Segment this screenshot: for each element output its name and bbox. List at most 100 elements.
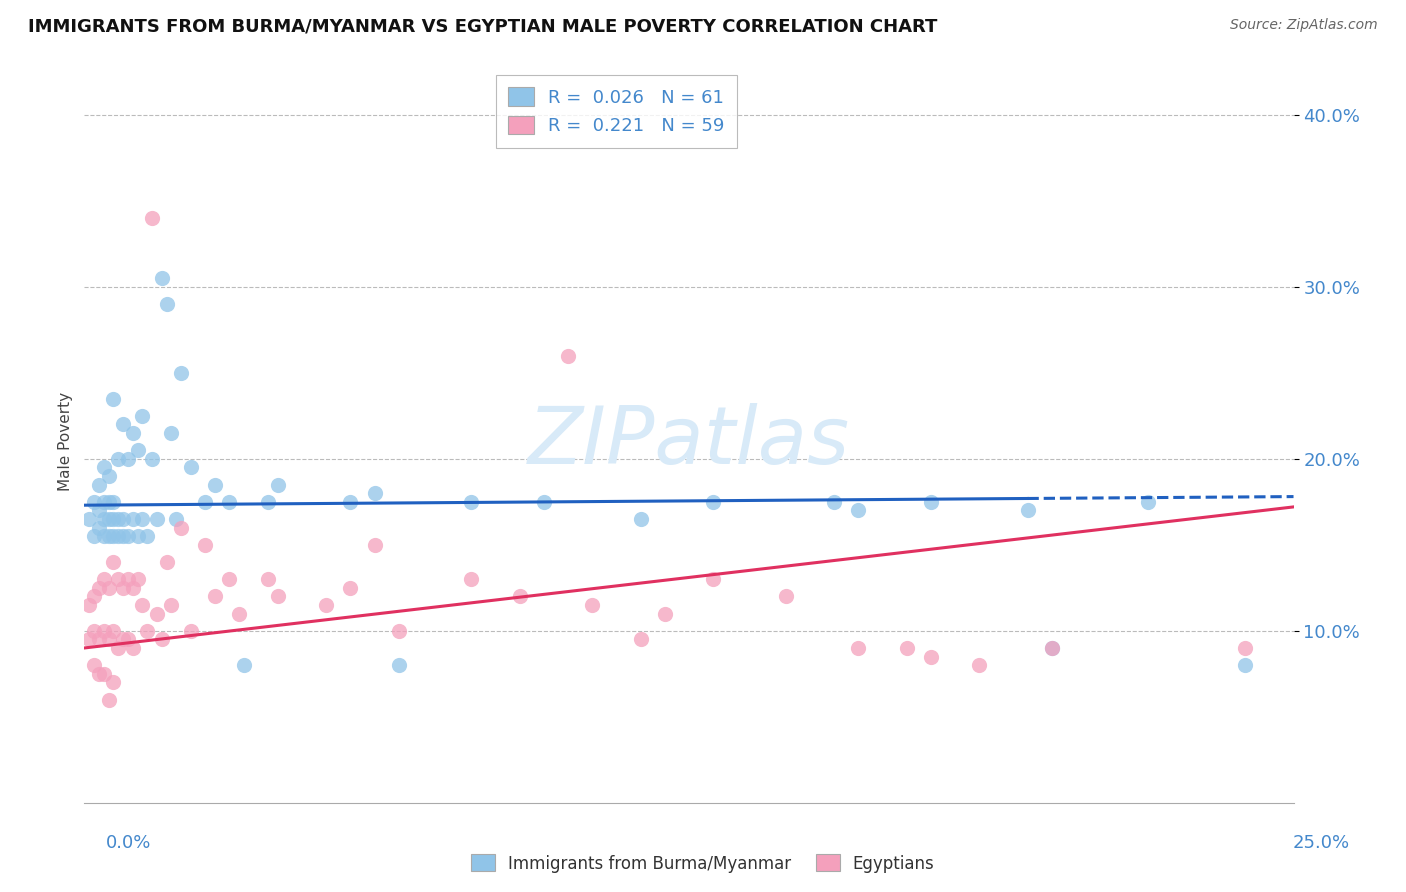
Point <box>218 572 240 586</box>
Point <box>77 598 100 612</box>
Point <box>97 529 120 543</box>
Point <box>107 451 129 466</box>
Text: IMMIGRANTS FROM BURMA/MYANMAR VS EGYPTIAN MALE POVERTY CORRELATION CHART: IMMIGRANTS FROM BURMA/MYANMAR VS EGYPTIA… <box>28 18 938 36</box>
Text: ZIPatlas: ZIPatlas <box>527 402 851 481</box>
Point <box>97 494 120 508</box>
Point <box>388 624 411 638</box>
Point <box>141 211 163 225</box>
Point <box>460 572 482 586</box>
Point <box>846 503 869 517</box>
Point <box>97 581 120 595</box>
Legend: R =  0.026   N = 61, R =  0.221   N = 59: R = 0.026 N = 61, R = 0.221 N = 59 <box>496 75 737 148</box>
Point <box>103 675 125 690</box>
Text: 0.0%: 0.0% <box>105 834 150 852</box>
Point <box>146 607 169 621</box>
Point <box>117 529 139 543</box>
Point <box>339 494 361 508</box>
Point <box>160 425 183 440</box>
Point <box>117 572 139 586</box>
Point <box>87 632 110 647</box>
Point <box>83 529 105 543</box>
Point <box>136 624 159 638</box>
Point <box>557 349 579 363</box>
Point <box>1040 640 1063 655</box>
Point <box>93 624 115 638</box>
Point <box>823 494 845 508</box>
Point <box>107 572 129 586</box>
Point <box>112 512 135 526</box>
Point <box>127 572 149 586</box>
Point <box>460 494 482 508</box>
Point <box>107 640 129 655</box>
Point <box>93 572 115 586</box>
Point <box>920 494 942 508</box>
Point <box>267 477 290 491</box>
Point <box>165 512 187 526</box>
Y-axis label: Male Poverty: Male Poverty <box>58 392 73 491</box>
Point <box>150 271 173 285</box>
Point <box>146 512 169 526</box>
Point <box>150 632 173 647</box>
Point <box>127 529 149 543</box>
Point <box>103 512 125 526</box>
Point <box>702 572 724 586</box>
Point <box>103 494 125 508</box>
Point <box>121 640 143 655</box>
Point <box>121 512 143 526</box>
Point <box>77 632 100 647</box>
Point <box>155 297 177 311</box>
Point <box>131 409 153 423</box>
Point <box>363 538 385 552</box>
Point <box>107 529 129 543</box>
Point <box>315 598 337 612</box>
Point <box>103 555 125 569</box>
Point <box>83 494 105 508</box>
Point <box>112 581 135 595</box>
Text: Source: ZipAtlas.com: Source: ZipAtlas.com <box>1230 18 1378 32</box>
Point <box>83 624 105 638</box>
Point <box>117 451 139 466</box>
Point <box>83 658 105 673</box>
Point <box>204 590 226 604</box>
Point <box>654 607 676 621</box>
Point <box>155 555 177 569</box>
Point <box>218 494 240 508</box>
Point <box>93 494 115 508</box>
Point <box>846 640 869 655</box>
Point <box>97 632 120 647</box>
Point <box>363 486 385 500</box>
Point <box>112 632 135 647</box>
Point <box>267 590 290 604</box>
Point <box>93 512 115 526</box>
Point <box>533 494 555 508</box>
Point <box>117 632 139 647</box>
Point <box>920 649 942 664</box>
Point <box>1234 640 1257 655</box>
Point <box>170 366 193 380</box>
Point <box>194 538 217 552</box>
Point <box>388 658 411 673</box>
Point <box>87 503 110 517</box>
Point <box>103 529 125 543</box>
Point <box>87 581 110 595</box>
Point <box>141 451 163 466</box>
Point <box>87 520 110 534</box>
Point <box>103 624 125 638</box>
Point <box>97 512 120 526</box>
Point <box>180 624 202 638</box>
Point <box>204 477 226 491</box>
Point <box>967 658 990 673</box>
Point <box>1234 658 1257 673</box>
Point <box>509 590 531 604</box>
Text: 25.0%: 25.0% <box>1292 834 1350 852</box>
Point <box>112 417 135 432</box>
Point <box>87 666 110 681</box>
Point <box>257 572 280 586</box>
Point <box>121 581 143 595</box>
Point <box>1017 503 1039 517</box>
Point <box>630 512 652 526</box>
Point <box>630 632 652 647</box>
Point <box>107 512 129 526</box>
Point <box>87 477 110 491</box>
Point <box>93 529 115 543</box>
